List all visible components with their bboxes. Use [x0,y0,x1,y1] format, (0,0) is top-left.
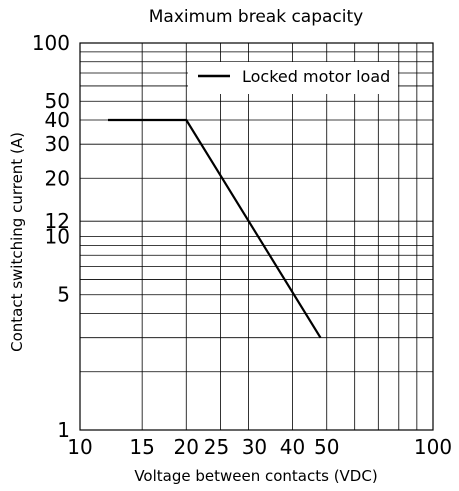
chart-title: Maximum break capacity [149,7,363,27]
plot-frame [79,42,434,431]
y-tick-label: 30 [45,132,70,156]
x-tick-label: 30 [242,435,267,459]
x-tick-label: 50 [314,435,339,459]
y-tick-label: 5 [57,283,70,307]
y-tick-label: 40 [45,108,70,132]
series-layer [108,118,322,339]
y-tick-label: 100 [32,31,70,55]
legend: Locked motor load [188,62,398,94]
series-line-0 [108,118,322,339]
x-tick-label: 40 [280,435,305,459]
x-tick-label: 10 [67,435,92,459]
y-tick-label: 10 [45,225,70,249]
x-tick-label: 15 [129,435,154,459]
legend-background [188,62,398,94]
y-tick-label: 12 [45,209,70,233]
x-tick-label: 100 [414,435,452,459]
y-axis-label: Contact switching current (A) [8,132,26,352]
legend-label-locked-motor-load: Locked motor load [242,67,390,86]
x-tick-label: 20 [174,435,199,459]
x-axis-label: Voltage between contacts (VDC) [134,467,377,485]
grid [79,42,434,431]
y-tick-label: 1 [57,418,70,442]
x-tick-label: 25 [204,435,229,459]
y-tick-label: 20 [45,166,70,190]
y-tick-label: 50 [45,89,70,113]
x-tick-labels: 10 15 20 25 30 40 50 100 [67,435,452,459]
